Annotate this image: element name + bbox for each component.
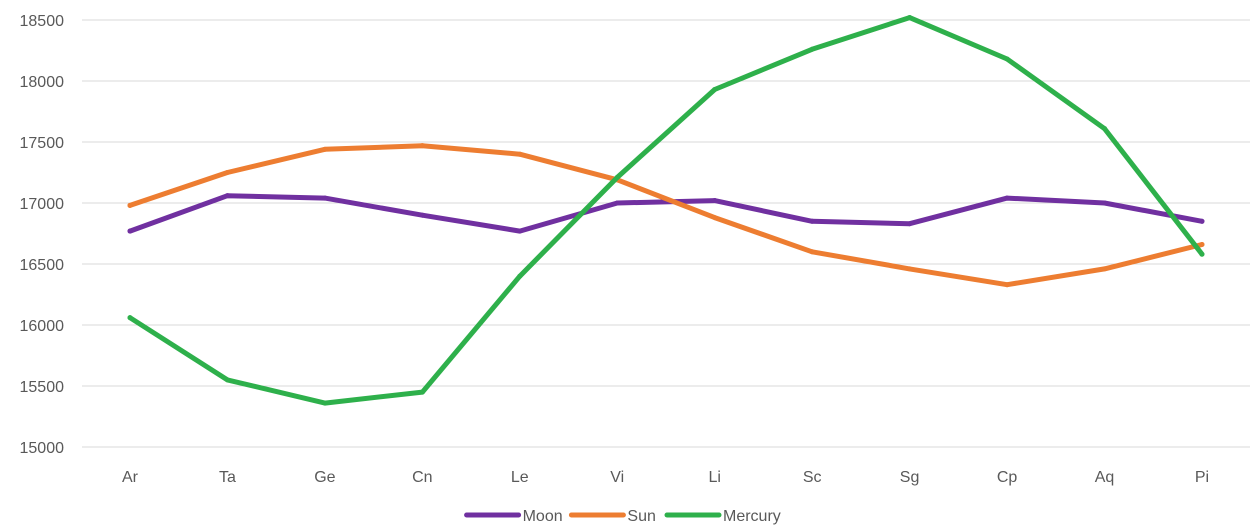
- series-line-mercury: [127, 15, 1205, 406]
- x-tick-label: Ta: [219, 469, 236, 486]
- data-point-sun-pi: [1199, 241, 1205, 247]
- y-tick-label: 15000: [20, 440, 65, 457]
- data-point-moon-le: [517, 228, 523, 234]
- legend-label: Mercury: [723, 508, 781, 525]
- series-line-moon: [127, 193, 1205, 234]
- data-point-mercury-aq: [1102, 126, 1107, 132]
- y-tick-label: 18500: [20, 13, 65, 30]
- x-tick-label: Le: [511, 469, 529, 486]
- y-tick-label: 17000: [20, 196, 65, 213]
- data-point-sun-sc: [809, 249, 815, 255]
- data-point-moon-sc: [809, 218, 815, 224]
- data-point-mercury-le: [517, 273, 523, 279]
- data-point-mercury-pi: [1199, 251, 1205, 257]
- data-point-mercury-ge: [322, 400, 328, 406]
- data-point-mercury-sg: [907, 15, 913, 21]
- data-point-moon-pi: [1199, 218, 1205, 224]
- data-point-moon-cn: [419, 212, 425, 218]
- data-point-moon-cp: [1004, 195, 1010, 201]
- x-tick-label: Cn: [412, 469, 432, 486]
- x-tick-label: Cp: [997, 469, 1018, 486]
- legend-item-moon: Moon: [464, 508, 563, 525]
- data-point-mercury-cp: [1004, 56, 1010, 62]
- x-tick-label: Li: [708, 469, 720, 486]
- legend-item-mercury: Mercury: [664, 508, 781, 525]
- data-point-moon-ar: [127, 228, 133, 234]
- series-sun: [127, 143, 1205, 288]
- data-point-sun-cn: [419, 143, 425, 149]
- data-point-moon-sg: [907, 221, 913, 227]
- data-point-sun-le: [517, 151, 523, 157]
- series-line-sun: [127, 143, 1205, 288]
- data-point-sun-aq: [1102, 266, 1107, 272]
- y-tick-label: 18000: [20, 74, 65, 91]
- y-tick-label: 15500: [20, 379, 65, 396]
- x-tick-label: Vi: [610, 469, 624, 486]
- data-point-sun-ta: [224, 170, 230, 175]
- data-point-sun-cp: [1004, 282, 1010, 288]
- data-point-mercury-vi: [614, 174, 620, 180]
- data-point-moon-li: [712, 198, 718, 204]
- y-tick-label: 16000: [20, 318, 65, 335]
- legend: Moon Sun Mercury: [464, 508, 781, 525]
- y-tick-label: 16500: [20, 257, 65, 274]
- legend-item-sun: Sun: [568, 508, 656, 525]
- legend-label: Moon: [523, 508, 563, 525]
- x-tick-label: Sg: [900, 469, 920, 486]
- x-tick-label: Pi: [1195, 469, 1209, 486]
- y-tick-label: 17500: [20, 135, 65, 152]
- data-point-sun-sg: [907, 266, 913, 272]
- data-point-mercury-sc: [809, 46, 815, 52]
- data-point-mercury-ta: [224, 377, 230, 383]
- data-point-sun-ge: [322, 146, 328, 152]
- x-tick-label: Ar: [122, 469, 139, 486]
- data-point-moon-aq: [1102, 200, 1107, 206]
- data-point-moon-vi: [614, 200, 620, 206]
- x-tick-label: Ge: [314, 469, 335, 486]
- x-axis-tick-labels: Ar Ta Ge Cn Le Vi Li Sc Sg Cp Aq Pi: [122, 469, 1209, 486]
- series-lines: [127, 15, 1205, 406]
- data-point-mercury-li: [712, 87, 718, 93]
- data-point-moon-ge: [322, 195, 328, 201]
- series-mercury: [127, 15, 1205, 406]
- data-point-sun-li: [712, 215, 718, 221]
- y-axis-tick-labels: 15000 15500 16000 16500 17000 17500 18000 18500: [20, 13, 65, 457]
- data-point-moon-ta: [224, 193, 230, 199]
- x-tick-label: Aq: [1095, 469, 1115, 486]
- gridlines: [82, 19, 1250, 448]
- data-point-mercury-cn: [419, 389, 425, 395]
- data-point-sun-ar: [127, 202, 133, 208]
- series-moon: [127, 193, 1205, 234]
- x-tick-label: Sc: [803, 469, 822, 486]
- data-point-mercury-ar: [127, 315, 133, 321]
- legend-label: Sun: [627, 508, 655, 525]
